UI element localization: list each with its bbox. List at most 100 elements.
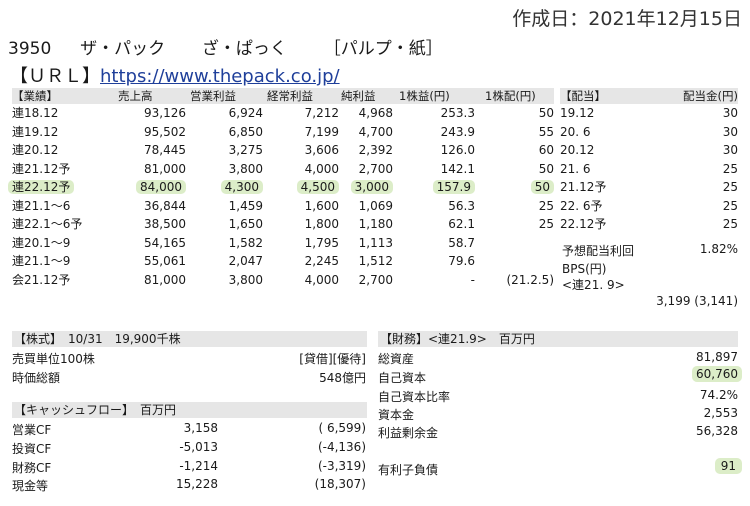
sales-cell: 95,502	[144, 124, 186, 139]
sales-cell: 54,165	[144, 235, 186, 250]
sales-cell: 81,000	[144, 161, 186, 176]
dividend-period: 20. 6	[560, 124, 591, 139]
cf-current: -1,214	[179, 459, 218, 473]
table-row: 連21.1〜9 55,061 2,047 2,245 1,512 79.6	[12, 252, 554, 271]
table-row: 会21.12予 81,000 3,800 4,000 2,700 - (21.2…	[12, 271, 554, 290]
dividend-period: 22.12予	[560, 217, 607, 231]
sales-cell: 81,000	[144, 272, 186, 287]
net-cell: 2,700	[358, 272, 393, 287]
col-dps: 1株配(円)	[485, 89, 536, 103]
fin-label: 自己資本	[378, 371, 427, 385]
op-cell: 6,924	[228, 106, 263, 120]
cf-current: -5,013	[179, 440, 218, 454]
period-cell: 連18.12	[12, 106, 59, 120]
highlight-mark: 60,760	[692, 366, 742, 382]
market-cap-value: 548億円	[319, 371, 366, 385]
table-row: 22.12予 25	[560, 215, 738, 234]
dividend-amount: 25	[722, 161, 738, 176]
cf-current: 3,158	[183, 421, 218, 435]
dividend-amount: 30	[722, 106, 738, 120]
dps-cell	[475, 252, 554, 271]
table-row: 連20.12 78,445 3,275 3,606 2,392 126.0 60	[12, 141, 554, 160]
url-label: 【ＵＲＬ】	[10, 66, 100, 87]
eps-cell: 79.6	[448, 254, 475, 268]
finance-header-bar	[378, 331, 738, 347]
table-row: 20.12 30	[560, 141, 738, 160]
period-cell: 連19.12	[12, 124, 59, 139]
finance-header: 【財務】<連21.9> 百万円	[380, 332, 535, 346]
dps-cell: 60	[538, 143, 554, 157]
dividend-period: 22. 6予	[560, 198, 603, 213]
fin-value: 2,553	[703, 406, 738, 420]
col-sales: 売上高	[118, 89, 153, 103]
fin-label: 資本金	[378, 408, 415, 422]
table-row: 21. 6 25	[560, 160, 738, 179]
op-cell: 1,459	[228, 198, 263, 213]
col-dividend-amount: 配当金(円)	[683, 89, 738, 103]
table-row: 連22.1〜6予 38,500 1,650 1,800 1,180 62.1 2…	[12, 215, 554, 234]
dividend-amount: 30	[722, 124, 738, 139]
bps-value: 3,199 (3,141)	[656, 294, 738, 308]
dividend-amount: 30	[722, 143, 738, 157]
col-net-profit: 純利益	[341, 89, 376, 103]
highlight-mark: 4,300	[220, 180, 263, 194]
yield-value: 1.82%	[699, 242, 738, 256]
stock-header: 【株式】 10/31 19,900千株	[14, 332, 181, 346]
eps-cell: 56.3	[448, 198, 475, 213]
dps-cell	[475, 234, 554, 253]
period-cell: 連22.1〜6予	[12, 217, 83, 231]
eps-cell: 253.3	[440, 106, 475, 120]
cf-current: 15,228	[176, 477, 218, 491]
performance-section-label: 【業績】	[12, 89, 58, 103]
net-cell: 1,512	[358, 254, 393, 268]
net-cell: 1,069	[358, 198, 393, 213]
period-cell: 連21.1〜6	[12, 198, 71, 213]
sales-cell: 38,500	[144, 217, 186, 231]
bps-label: BPS(円)	[562, 262, 607, 276]
ord-cell: 1,795	[304, 235, 339, 250]
eps-cell: 126.0	[440, 143, 475, 157]
ord-cell: 2,245	[304, 254, 339, 268]
col-eps: 1株益(円)	[399, 89, 450, 103]
col-ordinary-profit: 経常利益	[267, 89, 313, 103]
fin-value: 56,328	[696, 424, 738, 438]
dividend-period: 21. 6	[560, 161, 591, 176]
dividend-period: 21.12予	[560, 180, 607, 194]
table-row: 22. 6予 25	[560, 197, 738, 216]
company-url-link[interactable]: https://www.thepack.co.jp/	[100, 66, 340, 87]
company-title: 3950 ザ・パック ざ・ぱっく ［パルプ・紙］	[8, 34, 443, 59]
col-operating-profit: 営業利益	[190, 89, 236, 103]
op-cell: 4,300	[186, 178, 263, 197]
ord-cell: 1,600	[304, 198, 339, 213]
cf-label: 財務CF	[12, 461, 52, 475]
dividend-section-label: 【配当】	[560, 89, 606, 103]
period-cell: 会21.12予	[12, 272, 71, 287]
dividend-amount: 25	[722, 180, 738, 194]
sales-cell: 36,844	[144, 198, 186, 213]
debt-value: 91	[714, 458, 742, 474]
sales-cell: 84,000	[112, 178, 186, 197]
trading-unit-label: 売買単位100株	[12, 352, 95, 366]
net-cell: 1,180	[358, 217, 393, 231]
table-row: 21.12予 25	[560, 178, 738, 197]
table-row: 連19.12 95,502 6,850 7,199 4,700 243.9 55	[12, 123, 554, 142]
period-cell: 連21.12予	[12, 161, 71, 176]
dividend-period: 20.12	[560, 143, 595, 157]
cashflow-header: 【キャッシュフロー】 百万円	[14, 403, 177, 417]
ord-cell: 1,800	[304, 217, 339, 231]
table-row: 20. 6 30	[560, 123, 738, 142]
op-cell: 1,582	[228, 235, 263, 250]
sales-cell: 93,126	[144, 106, 186, 120]
trading-unit-value: [貸借][優待]	[299, 352, 366, 366]
sales-cell: 78,445	[144, 143, 186, 157]
highlight-mark: 50	[530, 180, 554, 194]
highlight-mark: 84,000	[136, 180, 186, 194]
fin-value: 74.2%	[699, 388, 738, 402]
table-row: 19.12 30	[560, 104, 738, 123]
dps-cell: 50	[538, 106, 554, 120]
bps-period: <連21. 9>	[562, 278, 625, 292]
dividend-period: 19.12	[560, 106, 595, 120]
cf-prev: (-3,319)	[317, 459, 366, 473]
table-row: 連21.1〜6 36,844 1,459 1,600 1,069 56.3 25	[12, 197, 554, 216]
net-cell: 4,700	[358, 124, 393, 139]
